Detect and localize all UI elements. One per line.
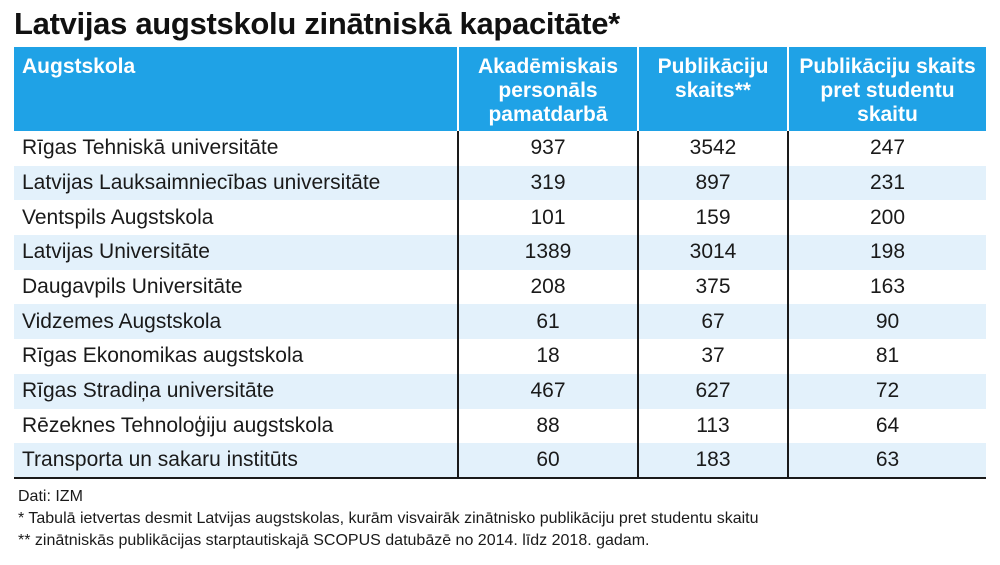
cell-publications: 183 bbox=[637, 443, 788, 479]
page-title: Latvijas augstskolu zinātniskā kapacitāt… bbox=[14, 6, 620, 41]
cell-institution: Vidzemes Augstskola bbox=[14, 304, 458, 340]
cell-institution: Ventspils Augstskola bbox=[22, 205, 214, 229]
cell-institution: Daugavpils Universitāte bbox=[22, 275, 243, 299]
table-row: Latvijas Universitāte 1389 3014 198 bbox=[14, 235, 986, 270]
cell-publications-per-student: 198 bbox=[787, 235, 986, 270]
cell-academic-staff: 101 bbox=[457, 200, 638, 236]
cell-academic-staff: 88 bbox=[457, 408, 638, 444]
cell-academic-staff: 467 bbox=[457, 373, 638, 409]
source-note: Dati: IZM bbox=[18, 488, 83, 505]
cell-institution: Rīgas Tehniskā universitāte bbox=[22, 136, 279, 160]
cell-academic-staff: 208 bbox=[457, 269, 638, 305]
cell-academic-staff: 61 bbox=[457, 304, 638, 340]
table-row: Rīgas Tehniskā universitāte 937 3542 247 bbox=[14, 131, 986, 166]
cell-publications: 159 bbox=[637, 200, 788, 236]
cell-academic-staff: 319 bbox=[457, 165, 638, 201]
footnotes: Dati: IZM * Tabulā ietvertas desmit Latv… bbox=[18, 486, 759, 552]
cell-institution: Rīgas Ekonomikas augstskola bbox=[22, 344, 304, 368]
capacity-table: Augstskola Akadēmiskais personāls pamatd… bbox=[14, 47, 986, 479]
cell-publications: 113 bbox=[637, 408, 788, 444]
cell-institution: Rīgas Stradiņa universitāte bbox=[14, 373, 458, 409]
table-row: Transporta un sakaru institūts 60 183 63 bbox=[14, 443, 986, 479]
cell-institution: Latvijas Universitāte bbox=[14, 235, 458, 270]
column-header-institution: Augstskola bbox=[14, 47, 458, 131]
cell-academic-staff: 937 bbox=[457, 131, 638, 166]
cell-publications-per-student: 231 bbox=[787, 165, 986, 201]
table-row: Latvijas Lauksaimniecības universitāte 31… bbox=[14, 165, 986, 201]
table-row: Daugavpils Universitāte 208 375 163 bbox=[14, 269, 986, 305]
cell-institution: Rēzeknes Tehnoloģiju augstskola bbox=[22, 413, 334, 437]
table-row: Ventspils Augstskola 101 159 200 bbox=[14, 200, 986, 236]
cell-institution: Transporta un sakaru institūts bbox=[14, 443, 458, 479]
table-row: Vidzemes Augstskola 61 67 90 bbox=[14, 304, 986, 340]
cell-publications: 37 bbox=[637, 339, 788, 374]
table-row: Rēzeknes Tehnoloģiju augstskola 88 113 64 bbox=[14, 408, 986, 444]
cell-publications-per-student: 90 bbox=[787, 304, 986, 340]
column-header-publications: Publikāciju skaits** bbox=[637, 47, 788, 131]
cell-publications: 3014 bbox=[637, 235, 788, 270]
column-header-academic-staff: Akadēmiskais personāls pamatdarbā bbox=[457, 47, 638, 131]
table-header-row: Augstskola Akadēmiskais personāls pamatd… bbox=[14, 47, 986, 131]
footnote-single-asterisk: * Tabulā ietvertas desmit Latvijas augst… bbox=[18, 510, 759, 527]
cell-publications: 375 bbox=[637, 269, 788, 305]
cell-publications-per-student: 63 bbox=[787, 443, 986, 479]
footnote-double-asterisk: ** zinātniskās publikācijas starptautisk… bbox=[18, 532, 650, 549]
cell-academic-staff: 1389 bbox=[457, 235, 638, 270]
cell-publications-per-student: 64 bbox=[787, 408, 986, 444]
table-row: Rīgas Stradiņa universitāte 467 627 72 bbox=[14, 373, 986, 409]
cell-publications-per-student: 200 bbox=[787, 200, 986, 236]
cell-publications-per-student: 163 bbox=[787, 269, 986, 305]
cell-academic-staff: 18 bbox=[457, 339, 638, 374]
cell-publications-per-student: 247 bbox=[787, 131, 986, 166]
cell-publications: 627 bbox=[637, 373, 788, 409]
cell-academic-staff: 60 bbox=[457, 443, 638, 479]
cell-publications: 3542 bbox=[637, 131, 788, 166]
table-row: Rīgas Ekonomikas augstskola 18 37 81 bbox=[14, 339, 986, 374]
cell-institution: Latvijas Lauksaimniecības universitāte bbox=[14, 165, 458, 201]
column-header-publications-per-student: Publikāciju skaits pret studentu skaitu bbox=[787, 47, 986, 131]
cell-publications-per-student: 81 bbox=[787, 339, 986, 374]
cell-publications-per-student: 72 bbox=[787, 373, 986, 409]
cell-publications: 897 bbox=[637, 165, 788, 201]
cell-publications: 67 bbox=[637, 304, 788, 340]
